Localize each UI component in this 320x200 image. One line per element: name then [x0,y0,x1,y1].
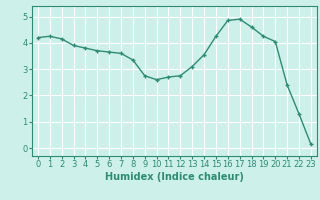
X-axis label: Humidex (Indice chaleur): Humidex (Indice chaleur) [105,172,244,182]
